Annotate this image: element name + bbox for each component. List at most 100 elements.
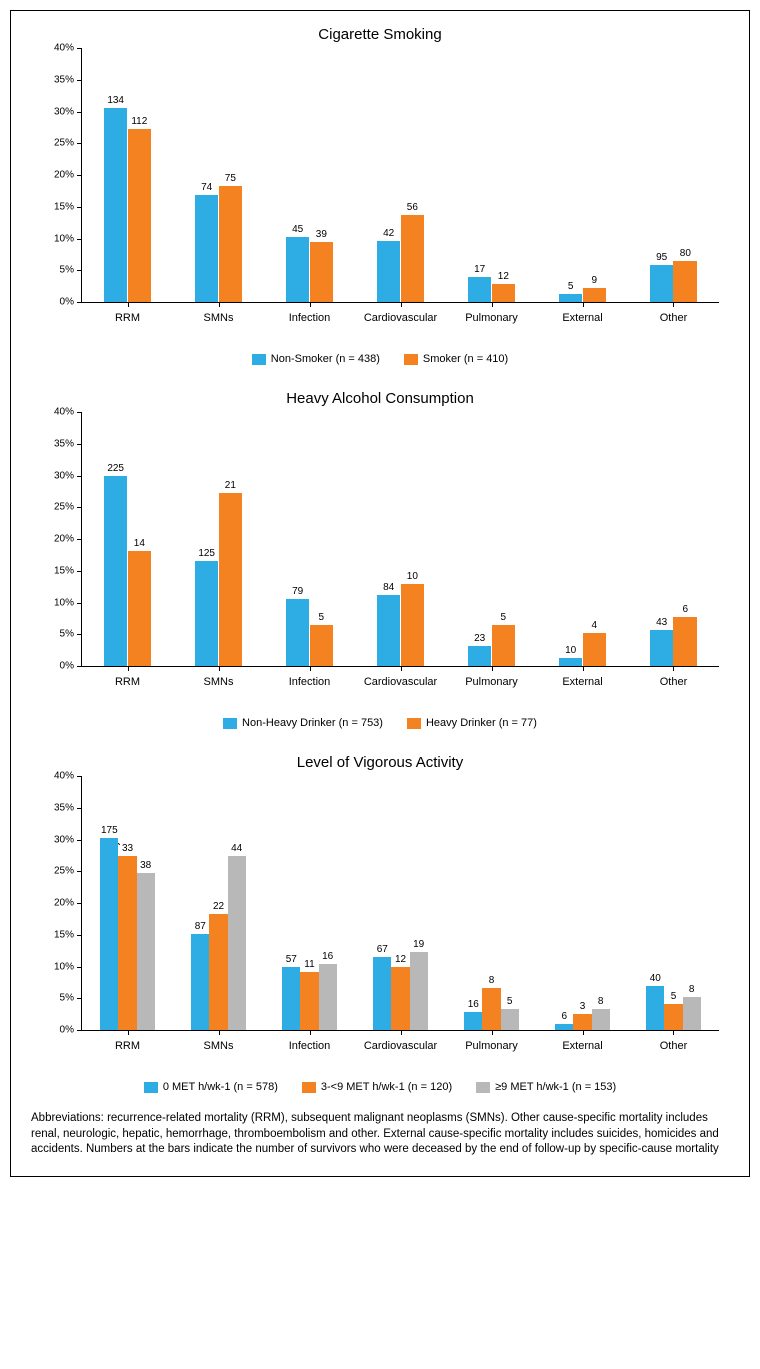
- bar-value-label: 40: [650, 973, 661, 984]
- y-tick: [77, 666, 82, 667]
- legend-swatch: [476, 1082, 490, 1093]
- bar-value-label: 5: [671, 991, 677, 1002]
- bar: [128, 129, 152, 302]
- chart-title: Heavy Alcohol Consumption: [31, 390, 729, 407]
- x-tick: [401, 302, 402, 307]
- bar: [128, 551, 152, 667]
- bar: [683, 997, 701, 1030]
- bar-value-label: 5: [319, 612, 325, 623]
- bar: [492, 284, 516, 302]
- legend-item: Heavy Drinker (n = 77): [407, 717, 537, 729]
- bar: [300, 972, 318, 1030]
- bar-value-label: 44: [231, 843, 242, 854]
- bar-value-label: 6: [683, 604, 689, 615]
- y-tick: [77, 48, 82, 49]
- bar: [282, 967, 300, 1030]
- x-tick-label: Pulmonary: [465, 312, 518, 324]
- bar-value-label: 225: [107, 463, 124, 474]
- x-tick: [673, 666, 674, 671]
- bar-value-label: 45: [292, 224, 303, 235]
- y-tick-label: 30%: [44, 470, 74, 481]
- bar: [286, 237, 310, 302]
- bar: [464, 1012, 482, 1030]
- x-tick-label: RRM: [115, 312, 140, 324]
- bar-value-label: 125: [198, 548, 215, 559]
- bar-value-label: 5: [507, 996, 513, 1007]
- bar-value-label: 10: [407, 571, 418, 582]
- y-tick: [77, 143, 82, 144]
- bar: [377, 595, 401, 666]
- bar-value-label: 175: [101, 825, 118, 836]
- bar-value-label: 95: [656, 252, 667, 263]
- chart-area: Cause-specific mortality (%)0%5%10%15%20…: [81, 776, 729, 1056]
- y-tick-label: 5%: [44, 993, 74, 1004]
- y-tick-label: 20%: [44, 170, 74, 181]
- bar-value-label: 87: [195, 921, 206, 932]
- x-tick: [128, 666, 129, 671]
- bar: [191, 934, 209, 1030]
- x-tick: [310, 302, 311, 307]
- bar-value-label: 5: [501, 612, 507, 623]
- bar-value-label: 8: [689, 984, 695, 995]
- y-tick-label: 40%: [44, 407, 74, 418]
- bar-value-label: 42: [383, 228, 394, 239]
- legend-text: 0 MET h/wk-1 (n = 578): [163, 1081, 278, 1093]
- bar-value-label: 6: [562, 1011, 568, 1022]
- x-tick-label: Other: [660, 676, 688, 688]
- bar-value-label: 16: [322, 951, 333, 962]
- bar: [492, 625, 516, 666]
- chart-title: Level of Vigorous Activity: [31, 754, 729, 771]
- x-tick-label: RRM: [115, 1040, 140, 1052]
- bar: [673, 261, 697, 302]
- x-tick: [673, 302, 674, 307]
- y-tick-label: 25%: [44, 138, 74, 149]
- bar-value-label: 134: [107, 95, 124, 106]
- legend-text: 3-<9 MET h/wk-1 (n = 120): [321, 1081, 452, 1093]
- y-tick: [77, 412, 82, 413]
- bar: [673, 617, 697, 667]
- x-tick: [492, 1030, 493, 1035]
- x-tick: [310, 1030, 311, 1035]
- bar: [286, 599, 310, 666]
- bar-value-label: 22: [213, 901, 224, 912]
- bar-value-label: 75: [225, 173, 236, 184]
- bar: [555, 1024, 573, 1030]
- x-tick-label: Infection: [289, 1040, 331, 1052]
- bar: [650, 630, 674, 666]
- chart-area: Cause-specific mortality (%)0%5%10%15%20…: [81, 412, 729, 692]
- x-tick-label: Infection: [289, 676, 331, 688]
- y-tick: [77, 967, 82, 968]
- y-tick-label: 25%: [44, 502, 74, 513]
- y-tick: [77, 444, 82, 445]
- bar-value-label: 57: [286, 954, 297, 965]
- bar: [410, 952, 428, 1030]
- x-tick: [401, 1030, 402, 1035]
- y-tick: [77, 476, 82, 477]
- legend-text: Heavy Drinker (n = 77): [426, 717, 537, 729]
- bar-value-label: 16: [468, 999, 479, 1010]
- bar: [228, 856, 246, 1031]
- y-tick-label: 30%: [44, 106, 74, 117]
- y-tick: [77, 603, 82, 604]
- figure-container: Cigarette SmokingCause-specific mortalit…: [10, 10, 750, 1177]
- y-tick: [77, 808, 82, 809]
- legend-item: Non-Heavy Drinker (n = 753): [223, 717, 383, 729]
- bar-value-label: 38: [140, 860, 151, 871]
- y-tick-label: 20%: [44, 534, 74, 545]
- y-tick-label: 30%: [44, 834, 74, 845]
- bar: [219, 493, 243, 666]
- bar: [209, 914, 227, 1030]
- bar: [391, 967, 409, 1031]
- x-tick-label: Infection: [289, 312, 331, 324]
- bar: [373, 957, 391, 1031]
- bar: [650, 265, 674, 302]
- y-tick-label: 0%: [44, 1025, 74, 1036]
- x-tick-label: Cardiovascular: [364, 1040, 437, 1052]
- bar: [118, 856, 136, 1031]
- bar: [401, 215, 425, 302]
- bar: [104, 476, 128, 666]
- x-tick-label: External: [562, 1040, 602, 1052]
- legend-text: ≥9 MET h/wk-1 (n = 153): [495, 1081, 616, 1093]
- x-tick: [583, 1030, 584, 1035]
- y-tick: [77, 1030, 82, 1031]
